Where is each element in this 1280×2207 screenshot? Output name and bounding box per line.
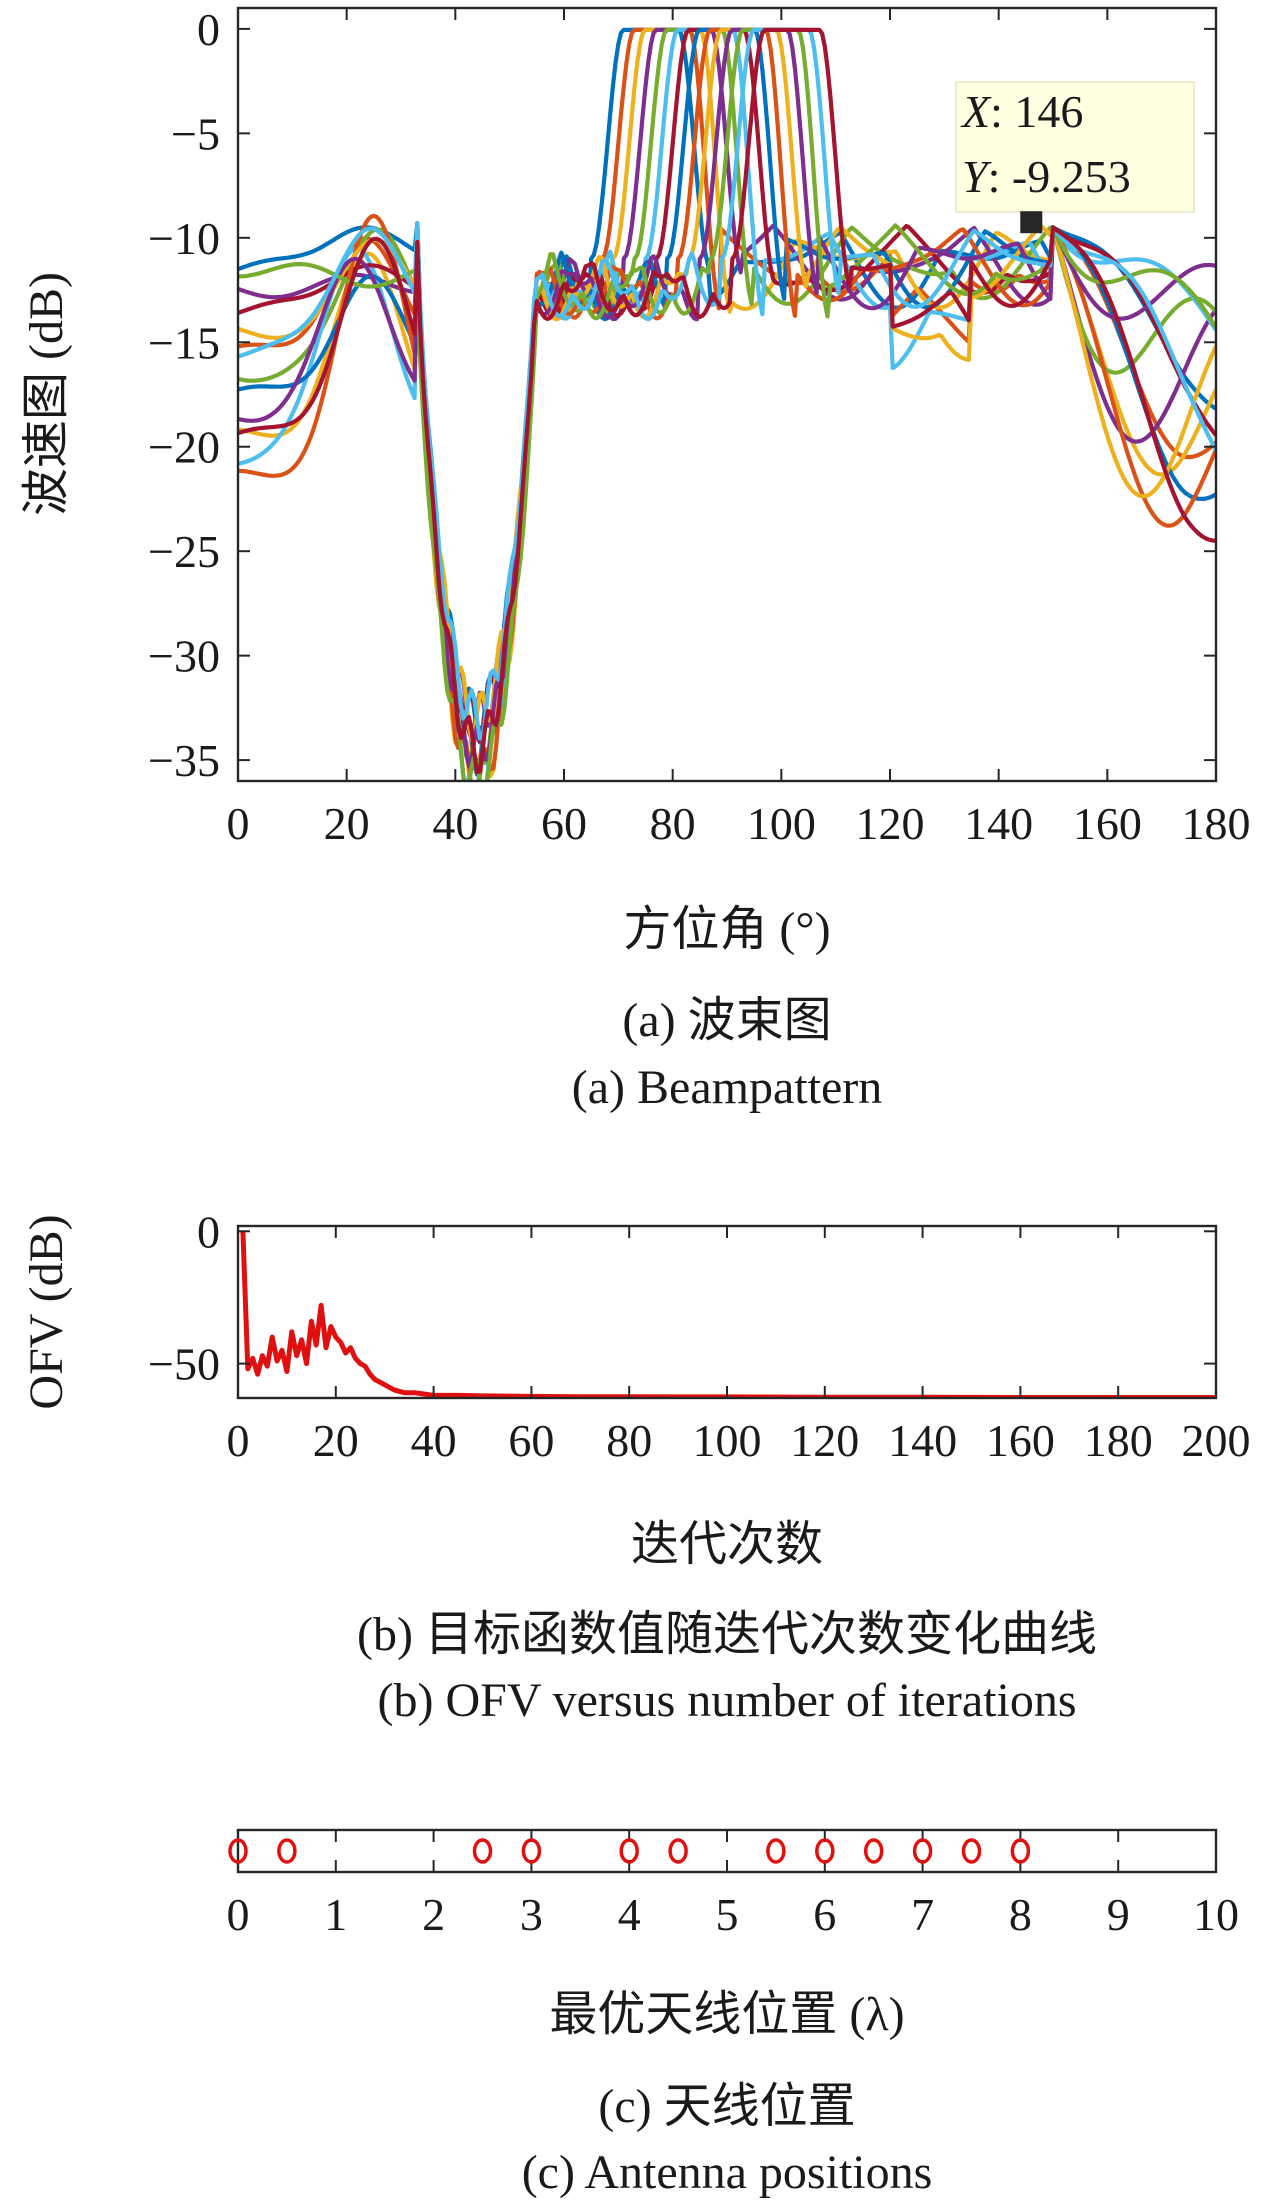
ofv-x-tick-label: 120 (790, 1415, 859, 1466)
beampattern-x-tick-label: 120 (856, 798, 925, 849)
beampattern-y-tick-label: −5 (171, 108, 220, 159)
beampattern-x-tick-label: 40 (432, 798, 478, 849)
beampattern-y-tick-label: −25 (148, 526, 220, 577)
antenna-x-tick-label: 8 (1009, 1889, 1032, 1940)
antenna-x-tick-label: 1 (324, 1889, 347, 1940)
antenna-marker (472, 1838, 493, 1864)
beampattern-x-ticks: 0 20 40 60 80 100 120 140 160 180 (227, 8, 1251, 849)
beampattern-x-tick-label: 100 (747, 798, 816, 849)
beampattern-x-tick-label: 80 (650, 798, 696, 849)
ofv-x-tick-label: 40 (411, 1415, 457, 1466)
antenna-x-tick-label: 3 (520, 1889, 543, 1940)
antenna-marker (961, 1838, 982, 1864)
beampattern-y-tick-label: −10 (148, 213, 220, 264)
beampattern-series-group (238, 27, 1216, 781)
beampattern-y-axis-label: 波速图 (dB) (20, 272, 73, 516)
beampattern-y-tick-label: 0 (197, 4, 220, 55)
antenna-marker (668, 1838, 688, 1864)
ofv-x-tick-label: 160 (986, 1415, 1055, 1466)
datatip-y-value: -9.253 (1012, 151, 1131, 202)
ofv-x-tick-label: 100 (693, 1415, 762, 1466)
antenna-x-tick-label: 0 (227, 1889, 250, 1940)
antenna-x-tick-label: 6 (813, 1889, 836, 1940)
antenna-marker (228, 1838, 248, 1864)
caption-c-en: (c) Antenna positions (522, 2146, 933, 2199)
antenna-chart: 0 1 2 3 4 5 6 7 8 9 10 最优天线位置 (λ) (227, 1828, 1239, 2041)
caption-c-cn: (c) 天线位置 (598, 2080, 855, 2133)
ofv-x-ticks: 0 20 40 60 80 100 120 140 160 180 200 (227, 1226, 1251, 1466)
ofv-chart: 0 20 40 60 80 100 120 140 160 180 200 0−50 迭代次数 OF… (20, 1206, 1251, 1571)
antenna-marker (1010, 1838, 1031, 1864)
antenna-x-tick-label: 9 (1107, 1889, 1130, 1940)
antenna-markers (228, 1838, 1031, 1864)
beampattern-x-tick-label: 60 (541, 798, 587, 849)
antenna-x-tick-label: 5 (716, 1889, 739, 1940)
caption-a-en: (a) Beampattern (572, 1061, 883, 1114)
ofv-x-axis-label: 迭代次数 (631, 1518, 823, 1571)
datatip-x-label: X (960, 86, 992, 137)
caption-b-cn: (b) 目标函数值随迭代次数变化曲线 (357, 1608, 1097, 1661)
beampattern-chart: 0 20 40 60 80 100 120 140 160 180 0 −5 −10 −15 −20 −25… (20, 4, 1251, 956)
antenna-x-tick-label: 4 (618, 1889, 641, 1940)
antenna-x-tick-label: 7 (911, 1889, 934, 1940)
beampattern-y-tick-label: −20 (148, 422, 220, 473)
antenna-marker (766, 1838, 786, 1864)
beampattern-x-tick-label: 20 (324, 798, 370, 849)
antenna-x-tick-label: 10 (1193, 1889, 1239, 1940)
ofv-x-tick-label: 0 (227, 1415, 250, 1466)
beampattern-y-tick-label: −15 (148, 317, 220, 368)
ofv-series-line (240, 1231, 1216, 1398)
antenna-marker (521, 1838, 542, 1864)
ofv-y-tick-label: −50 (148, 1339, 220, 1390)
datatip-x-value: 146 (1014, 86, 1083, 137)
ofv-x-tick-label: 140 (888, 1415, 957, 1466)
antenna-marker (863, 1838, 884, 1864)
antenna-x-axis-label: 最优天线位置 (λ) (549, 1988, 904, 2041)
ofv-y-ticks: 0 −50 (148, 1206, 1216, 1390)
beampattern-series-line (238, 27, 1216, 774)
datatip-y-label: Y (962, 151, 992, 202)
beampattern-axes-frame (236, 6, 1218, 783)
svg-text:Y: -9.253: Y: -9.253 (962, 151, 1131, 202)
datatip-marker[interactable] (1020, 211, 1043, 234)
antenna-marker (619, 1838, 639, 1864)
beampattern-x-tick-label: 140 (964, 798, 1033, 849)
beampattern-x-axis-label: 方位角 (°) (623, 903, 830, 956)
antenna-marker (277, 1838, 297, 1864)
antenna-marker (912, 1838, 933, 1864)
antenna-marker (815, 1838, 835, 1864)
datatip-box (955, 81, 1195, 213)
datatip[interactable]: X: 146 Y: -9.253 (955, 81, 1195, 234)
ofv-x-tick-label: 60 (508, 1415, 554, 1466)
beampattern-y-ticks: 0 −5 −10 −15 −20 −25 −30 −35 (148, 4, 1216, 786)
caption-b-en: (b) OFV versus number of iterations (378, 1674, 1077, 1727)
beampattern-y-tick-label: −30 (148, 631, 220, 682)
antenna-x-tick-label: 2 (422, 1889, 445, 1940)
svg-text:X: 146: X: 146 (960, 86, 1083, 137)
ofv-plot-area (238, 1226, 1216, 1398)
beampattern-x-tick-label: 0 (227, 798, 250, 849)
ofv-y-tick-label: 0 (197, 1206, 220, 1257)
ofv-x-tick-label: 20 (313, 1415, 359, 1466)
beampattern-x-tick-label: 180 (1182, 798, 1251, 849)
ofv-x-tick-label: 80 (606, 1415, 652, 1466)
ofv-x-tick-label: 180 (1084, 1415, 1153, 1466)
beampattern-x-tick-label: 160 (1073, 798, 1142, 849)
ofv-y-axis-label: OFV (dB) (20, 1214, 73, 1409)
beampattern-y-tick-label: −35 (148, 735, 220, 786)
ofv-x-tick-label: 200 (1182, 1415, 1251, 1466)
caption-a-cn: (a) 波束图 (622, 994, 831, 1047)
